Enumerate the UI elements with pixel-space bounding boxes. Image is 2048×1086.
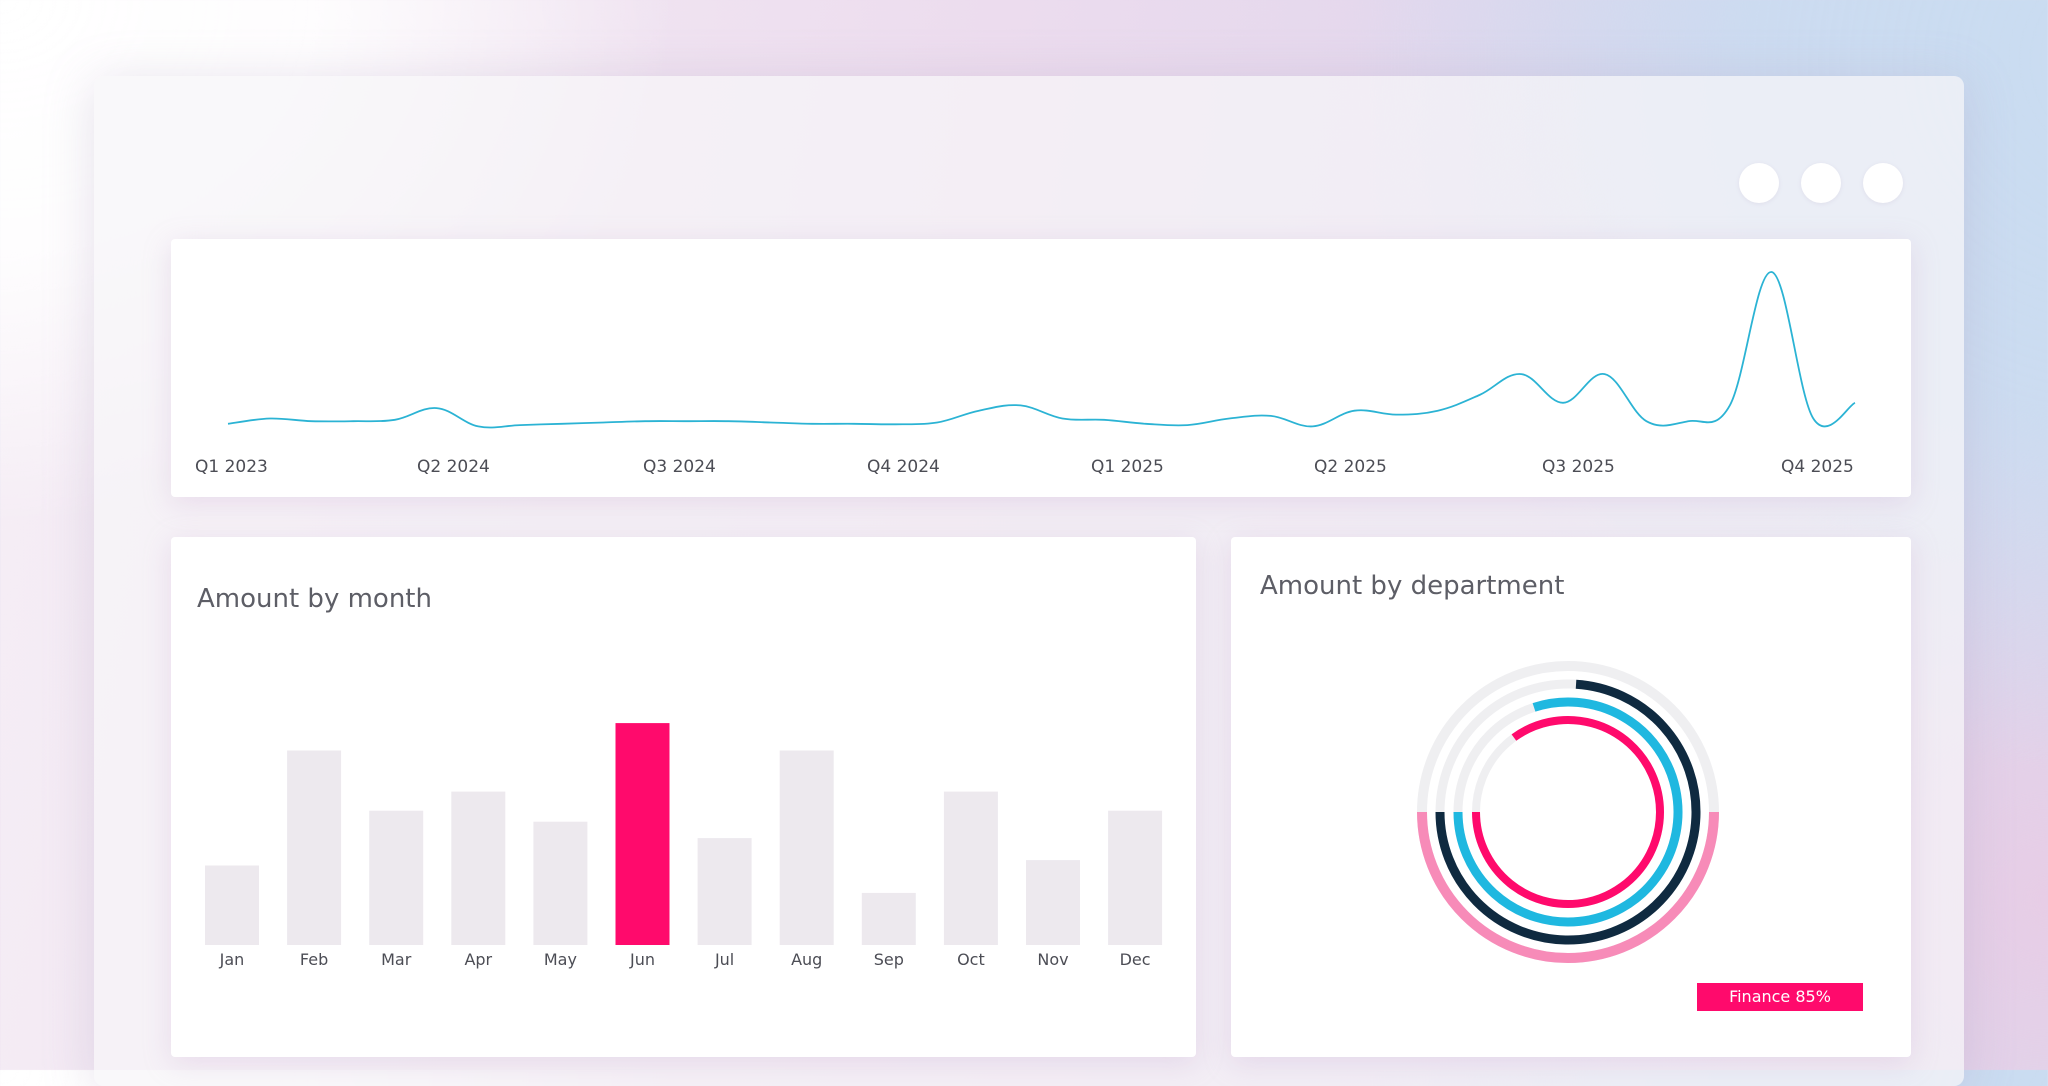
month-tick-label: Nov (1037, 950, 1068, 969)
trend-line-chart: Q1 2023 Q2 2024 Q3 2024 Q4 2024 Q1 2025 Q2 20… (195, 271, 1856, 477)
month-tick-label: Sep (874, 950, 904, 969)
trend-x-tick-label: Q1 2023 (195, 457, 268, 477)
month-bar[interactable] (533, 821, 588, 945)
trend-x-tick-label: Q3 2025 (1542, 457, 1615, 477)
month-tick-label: Jun (629, 950, 655, 969)
month-tick-label: Dec (1120, 950, 1151, 969)
month-bar[interactable] (205, 865, 259, 946)
month-tick-label: Mar (381, 950, 412, 969)
window-control-dot[interactable] (1739, 163, 1779, 203)
amount-by-month-card: Amount by month Jan Feb Mar Apr May Jun Jul Aug… (171, 537, 1196, 1057)
month-bar[interactable] (697, 838, 752, 945)
window-control-dot[interactable] (1801, 163, 1841, 203)
month-tick-label: Feb (300, 950, 328, 969)
month-bar[interactable] (451, 791, 506, 945)
month-bar[interactable] (861, 892, 916, 945)
department-ring-arc[interactable] (1435, 679, 1701, 945)
month-tick-label: Oct (957, 950, 985, 969)
department-ring-arc[interactable] (1453, 697, 1683, 927)
month-bar[interactable] (779, 750, 834, 946)
amount-by-month-bar-chart: Jan Feb Mar Apr May Jun Jul Aug Sep Oct Nov Dec (205, 723, 1163, 969)
month-bar[interactable] (1108, 810, 1163, 945)
trend-x-tick-label: Q1 2025 (1091, 457, 1164, 477)
trend-x-tick-label: Q4 2025 (1781, 457, 1854, 477)
window-control-dot[interactable] (1863, 163, 1903, 203)
trend-x-tick-label: Q3 2024 (643, 457, 716, 477)
month-tick-label: Aug (791, 950, 822, 969)
month-bar[interactable] (369, 810, 424, 945)
month-bar[interactable] (615, 723, 670, 945)
month-tick-label: May (544, 950, 577, 969)
department-ring-arc[interactable] (1472, 716, 1664, 908)
department-ring-arc[interactable] (1417, 811, 1719, 963)
trend-x-tick-label: Q2 2025 (1314, 457, 1387, 477)
month-bar[interactable] (287, 750, 342, 946)
month-bar[interactable] (943, 791, 998, 945)
trend-x-tick-label: Q4 2024 (867, 457, 940, 477)
amount-by-department-title: Amount by department (1260, 571, 1565, 601)
amount-by-department-radial-chart (1417, 661, 1719, 963)
trend-series-line (227, 271, 1856, 429)
amount-by-department-card: Amount by department Finance 85% (1231, 537, 1911, 1057)
month-tick-label: Jan (219, 950, 245, 969)
month-bar[interactable] (1026, 860, 1080, 945)
trend-card: Q1 2023 Q2 2024 Q3 2024 Q4 2024 Q1 2025 Q2 20… (171, 239, 1911, 497)
window-controls (1739, 163, 1903, 203)
legend-badge-finance: Finance 85% (1697, 983, 1863, 1011)
month-tick-label: Jul (714, 950, 734, 969)
amount-by-month-title: Amount by month (197, 584, 432, 614)
trend-x-tick-label: Q2 2024 (417, 457, 490, 477)
month-tick-label: Apr (464, 950, 492, 969)
